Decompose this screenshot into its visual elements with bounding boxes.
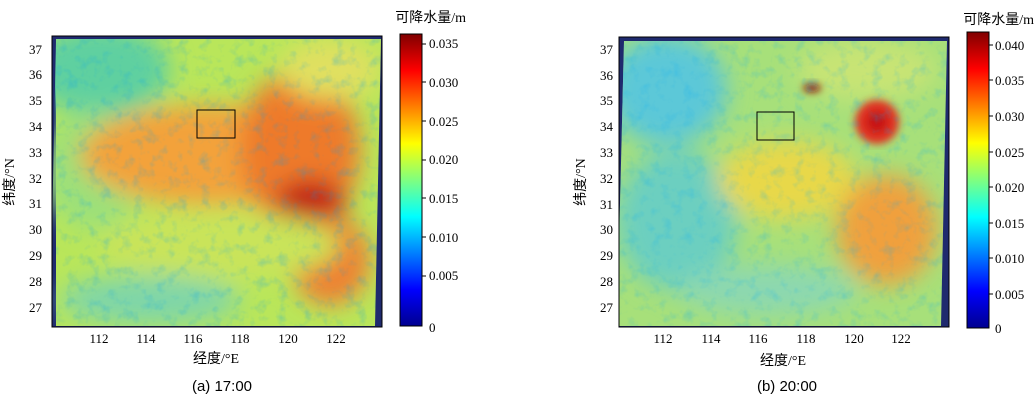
colorbar-ticks-b: 0.040 0.035 0.030 0.025 0.020 0.015 0.01… (989, 38, 1024, 336)
panel-b: 37 36 35 34 33 32 31 30 29 28 27 112 114… (517, 0, 1034, 405)
y-tick: 33 (29, 145, 42, 160)
x-tick: 120 (278, 331, 298, 346)
colorbar-tick: 0.030 (995, 109, 1024, 124)
colorbar-tick: 0.010 (995, 251, 1024, 266)
colorbar-tick: 0.030 (429, 75, 458, 90)
y-axis-a: 37 36 35 34 33 32 31 30 29 28 27 (29, 42, 43, 315)
colorbar-ticks-a: 0.035 0.030 0.025 0.020 0.015 0.010 0.00… (422, 36, 458, 335)
y-axis-label-b: 纬度/°N (573, 158, 589, 206)
colorbar-tick: 0 (995, 321, 1002, 336)
colorbar-tick: 0.035 (429, 36, 458, 51)
y-tick: 37 (29, 42, 43, 57)
plot-frame-a (51, 35, 383, 328)
x-tick: 112 (653, 331, 672, 346)
colorbar-tick: 0.035 (995, 73, 1024, 88)
colorbar-b (966, 31, 990, 329)
x-tick: 116 (748, 331, 768, 346)
y-tick: 32 (29, 171, 42, 186)
y-tick: 28 (29, 274, 42, 289)
x-axis-a: 112 114 116 118 120 122 (89, 331, 345, 346)
colorbar-tick: 0.020 (429, 152, 458, 167)
y-tick: 34 (600, 119, 614, 134)
panel-caption-a: (a) 17:00 (192, 378, 252, 395)
y-tick: 36 (29, 67, 43, 82)
colorbar-tick: 0.025 (995, 145, 1024, 160)
colorbar-tick: 0.020 (995, 180, 1024, 195)
colorbar-tick: 0.005 (995, 287, 1024, 302)
heatmap-field-b (617, 41, 947, 326)
y-tick: 35 (600, 93, 613, 108)
study-area-box-b (756, 111, 795, 141)
y-tick: 27 (600, 300, 614, 315)
y-tick: 31 (29, 196, 42, 211)
y-tick: 29 (600, 248, 613, 263)
x-tick: 116 (183, 331, 203, 346)
y-tick: 34 (29, 119, 43, 134)
colorbar-title-b: 可降水量/m (963, 12, 1034, 28)
x-tick: 122 (326, 331, 346, 346)
heatmap-field-a (50, 39, 381, 326)
y-tick: 32 (600, 171, 613, 186)
study-area-box-a (196, 109, 236, 139)
x-tick: 118 (230, 331, 249, 346)
colorbar-tick: 0 (429, 320, 436, 335)
x-tick: 120 (844, 331, 864, 346)
x-axis-label-b: 经度/°E (760, 353, 806, 369)
colorbar-a (399, 33, 423, 327)
y-tick: 33 (600, 145, 613, 160)
x-axis-label-a: 经度/°E (193, 351, 239, 367)
heatmap-chart-b: 37 36 35 34 33 32 31 30 29 28 27 112 114… (573, 12, 1034, 395)
colorbar-tick: 0.015 (429, 191, 458, 206)
colorbar-title-a: 可降水量/m (395, 10, 466, 26)
y-tick: 30 (600, 222, 613, 237)
heatmap-chart-a: 37 36 35 34 33 32 31 30 29 28 27 112 114… (2, 10, 466, 395)
y-axis-b: 37 36 35 34 33 32 31 30 29 28 27 (600, 42, 614, 315)
x-tick: 114 (136, 331, 156, 346)
y-axis-label-a: 纬度/°N (2, 158, 18, 206)
y-tick: 37 (600, 42, 614, 57)
plot-frame-b (618, 36, 950, 328)
y-tick: 31 (600, 197, 613, 212)
colorbar-tick: 0.015 (995, 216, 1024, 231)
colorbar-tick: 0.005 (429, 268, 458, 283)
x-tick: 114 (701, 331, 721, 346)
y-tick: 27 (29, 300, 43, 315)
x-tick: 122 (891, 331, 911, 346)
x-tick: 112 (89, 331, 108, 346)
y-tick: 30 (29, 222, 42, 237)
colorbar-tick: 0.010 (429, 230, 458, 245)
panel-caption-b: (b) 20:00 (757, 378, 817, 395)
y-tick: 36 (600, 68, 614, 83)
y-tick: 28 (600, 274, 613, 289)
y-tick: 35 (29, 93, 42, 108)
colorbar-tick: 0.040 (995, 38, 1024, 53)
y-tick: 29 (29, 248, 42, 263)
panel-a: 37 36 35 34 33 32 31 30 29 28 27 112 114… (2, 10, 466, 395)
colorbar-tick: 0.025 (429, 114, 458, 129)
x-axis-b: 112 114 116 118 120 122 (653, 331, 910, 346)
x-tick: 118 (796, 331, 815, 346)
